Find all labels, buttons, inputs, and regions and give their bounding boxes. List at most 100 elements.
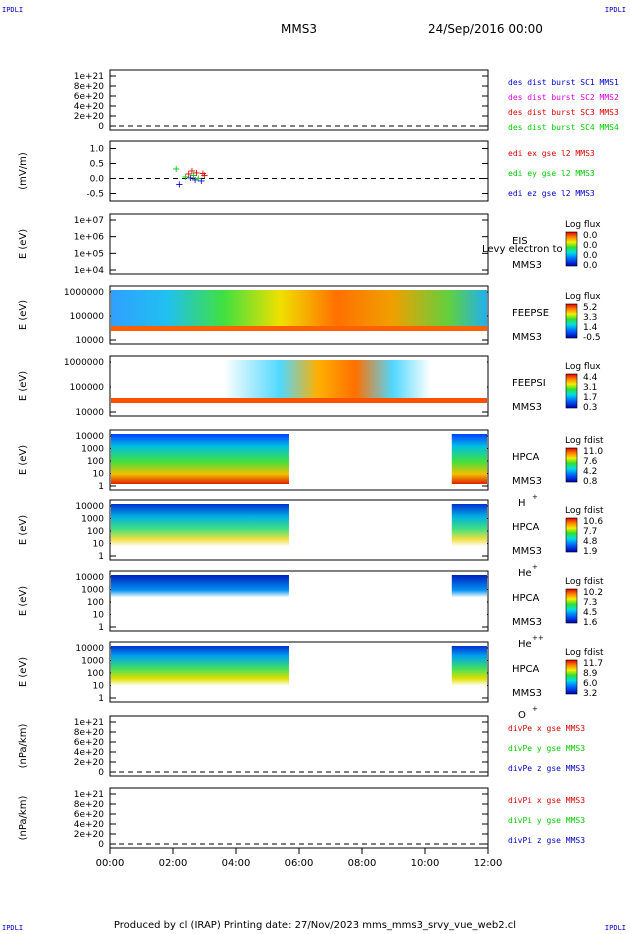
panel-2: 1.00.50.0-0.5(mV/m) +++++++++++++edi ex g… xyxy=(18,140,595,202)
y-tick-label: 1 xyxy=(98,623,104,633)
data-point: + xyxy=(185,169,193,180)
y-tick-label: 1 xyxy=(98,552,104,562)
x-tick-label: 06:00 xyxy=(285,858,314,869)
y-tick-label: 10 xyxy=(93,470,105,480)
colorbar xyxy=(565,303,578,339)
colorbar xyxy=(565,588,578,624)
y-tick-label: 1000000 xyxy=(64,288,104,298)
panel-5: 1000000 100000 10000 E (eV) FEEPSI MMS3 Log fl… xyxy=(18,355,601,418)
colorbar-tick-label: 4.5 xyxy=(583,608,597,618)
colorbar-tick-label: 0.0 xyxy=(583,241,598,251)
colorbar-tick-label: 0.0 xyxy=(583,261,598,271)
y-tick-label: 1e+21 xyxy=(74,718,104,728)
colorbar-tick-label: 10.6 xyxy=(583,517,603,527)
colorbar-title: Log fdist xyxy=(565,577,604,587)
species-label: H xyxy=(518,498,526,509)
panel-frame xyxy=(109,787,489,849)
y-tick-label: 1e+07 xyxy=(74,216,104,226)
x-tick-label: 12:00 xyxy=(474,858,503,869)
y-tick-label: 6e+20 xyxy=(74,92,105,102)
footer-credit: Produced by cl (IRAP) Printing date: 27/… xyxy=(113,920,517,931)
data-point: + xyxy=(192,168,200,179)
spectrogram-band xyxy=(451,434,487,484)
y-tick-label: 1e+04 xyxy=(74,266,105,276)
legend-entry: divPe y gse MMS3 xyxy=(508,744,585,753)
y-tick-label: 10 xyxy=(93,611,105,621)
y-tick-label: 2e+20 xyxy=(74,830,105,840)
instrument-label: HPCA xyxy=(512,452,540,463)
y-axis-label: E (eV) xyxy=(18,371,29,401)
y-tick-label: 4e+20 xyxy=(74,748,105,758)
colorbar-tick-label: 4.8 xyxy=(583,537,598,547)
spacecraft-label: MMS3 xyxy=(512,332,542,343)
panel-frame xyxy=(109,285,489,345)
y-tick-label: 100000 xyxy=(70,383,105,393)
instrument-label: EIS xyxy=(512,236,528,247)
species-charge: ++ xyxy=(532,634,544,642)
spacecraft-label: MMS3 xyxy=(512,617,542,628)
y-axis-label: (nPa/km) xyxy=(18,724,29,769)
colorbar xyxy=(565,373,578,409)
legend-entry: edi ez gse l2 MMS3 xyxy=(508,189,595,198)
legend-entry: divPi z gse MMS3 xyxy=(508,836,585,845)
spectrogram-band xyxy=(111,646,289,696)
y-axis-label: E (eV) xyxy=(18,657,29,687)
y-tick-label: 0.0 xyxy=(90,175,105,185)
species-charge: + xyxy=(532,563,538,571)
data-point: + xyxy=(181,172,189,183)
spectrogram-band xyxy=(111,360,487,400)
x-tick-label: 08:00 xyxy=(348,858,377,869)
y-tick-label: 8e+20 xyxy=(74,82,105,92)
x-tick-label: 10:00 xyxy=(411,858,440,869)
panel-frame xyxy=(109,499,489,561)
y-tick-label: 100 xyxy=(87,669,104,679)
y-tick-label: 1000 xyxy=(81,445,104,455)
y-tick-label: 10000 xyxy=(75,502,104,512)
y-tick-label: 1e+21 xyxy=(74,790,104,800)
legend-entry: des dist burst SC4 MMS4 xyxy=(508,123,619,132)
panel-6: 10000 1000 100 10 1 E (eV) HPCA MMS3 H + Log fdist… xyxy=(18,429,604,509)
y-tick-label: 10000 xyxy=(75,573,104,583)
y-axis-label: E (eV) xyxy=(18,586,29,616)
panel-frame xyxy=(109,429,489,491)
colorbar-tick-label: 0.8 xyxy=(583,477,598,487)
y-tick-label: 1e+06 xyxy=(74,233,105,243)
legend-entry: edi ey gse l2 MMS3 xyxy=(508,169,595,178)
y-tick-label: 10000 xyxy=(75,336,104,346)
species-label: He xyxy=(518,639,532,650)
y-tick-label: 6e+20 xyxy=(74,810,105,820)
colorbar-tick-label: 3.1 xyxy=(583,383,597,393)
colorbar xyxy=(565,659,578,695)
y-tick-label: 8e+20 xyxy=(74,800,105,810)
panel-frame xyxy=(109,570,489,632)
x-tick-label: 04:00 xyxy=(222,858,251,869)
colorbar-tick-label: 0.3 xyxy=(583,403,597,413)
corner-label-tl: IPDLI xyxy=(2,6,24,14)
colorbar-tick-label: 8.9 xyxy=(583,669,598,679)
colorbar-title: Log fdist xyxy=(565,648,604,658)
colorbar-tick-label: 1.9 xyxy=(583,547,598,557)
instrument-label: HPCA xyxy=(512,664,540,675)
spacecraft-label: MMS3 xyxy=(512,476,542,487)
corner-label-bl: IPDLI xyxy=(2,924,24,932)
data-point: + xyxy=(186,173,194,184)
data-point: + xyxy=(199,168,207,179)
y-tick-label: 1e+21 xyxy=(74,72,104,82)
spectrogram-band xyxy=(111,434,289,484)
y-axis-label: E (eV) xyxy=(18,445,29,475)
colorbar-title: Log flux xyxy=(565,292,601,302)
colorbar-tick-label: 7.3 xyxy=(583,598,597,608)
colorbar-tick-label: 11.0 xyxy=(583,447,603,457)
y-tick-label: 0 xyxy=(98,840,104,850)
data-point: + xyxy=(197,176,205,187)
colorbar xyxy=(565,231,578,267)
colorbar-tick-label: 11.7 xyxy=(583,659,603,669)
instrument-label: FEEPSE xyxy=(512,308,549,319)
legend-entry: des dist burst SC1 MMS1 xyxy=(508,78,619,87)
x-tick-label: 00:00 xyxy=(96,858,125,869)
y-tick-label: 10 xyxy=(93,682,105,692)
